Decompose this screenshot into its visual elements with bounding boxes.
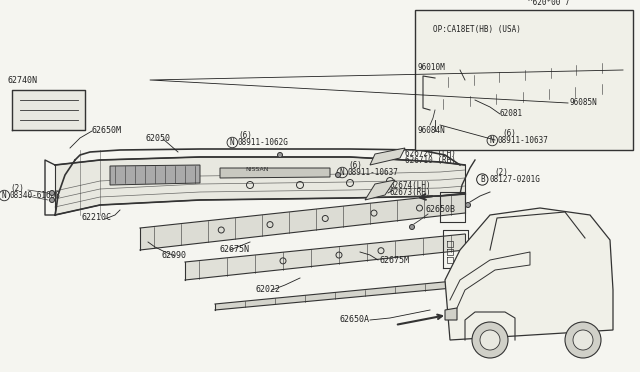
Text: 62675M: 62675M: [380, 256, 410, 265]
Text: 62210C: 62210C: [82, 213, 112, 222]
Text: (6): (6): [502, 129, 516, 138]
Text: (6): (6): [348, 161, 362, 170]
Text: 62090: 62090: [162, 251, 187, 260]
Circle shape: [618, 65, 623, 71]
Circle shape: [49, 190, 54, 196]
Polygon shape: [110, 165, 200, 185]
Circle shape: [278, 153, 282, 157]
Text: 62674(LH): 62674(LH): [390, 181, 431, 190]
Circle shape: [573, 330, 593, 350]
Circle shape: [49, 198, 54, 202]
Polygon shape: [370, 148, 405, 165]
Text: 62650M: 62650M: [92, 126, 122, 135]
Text: NISSAN: NISSAN: [245, 167, 269, 172]
Polygon shape: [55, 157, 465, 215]
Text: 08911-10637: 08911-10637: [498, 136, 549, 145]
Text: 62081: 62081: [500, 109, 523, 118]
Text: 626710 (RH): 626710 (RH): [405, 156, 456, 165]
Text: ^620*00 7: ^620*00 7: [529, 0, 570, 7]
Text: 96085N: 96085N: [570, 98, 598, 107]
Text: (2): (2): [10, 184, 24, 193]
Text: 62022: 62022: [255, 285, 280, 294]
Text: N: N: [340, 168, 344, 177]
Text: 626720 (LH): 626720 (LH): [405, 149, 456, 158]
Polygon shape: [365, 180, 395, 200]
Text: B: B: [480, 175, 484, 184]
Text: 08127-0201G: 08127-0201G: [490, 175, 541, 184]
Circle shape: [465, 202, 470, 208]
Polygon shape: [445, 208, 613, 340]
Circle shape: [488, 279, 493, 283]
Text: 62050: 62050: [145, 134, 170, 143]
Circle shape: [410, 224, 415, 230]
Text: OP:CA18ET(HB) (USA): OP:CA18ET(HB) (USA): [433, 25, 521, 34]
Text: 62675N: 62675N: [220, 245, 250, 254]
Circle shape: [335, 173, 340, 177]
Text: N: N: [490, 136, 495, 145]
Text: 62740N: 62740N: [8, 76, 38, 85]
Polygon shape: [430, 83, 615, 110]
FancyBboxPatch shape: [415, 10, 633, 150]
Circle shape: [472, 322, 508, 358]
Text: 62650B: 62650B: [425, 205, 455, 214]
Polygon shape: [215, 278, 485, 310]
Polygon shape: [140, 193, 465, 250]
Polygon shape: [445, 308, 457, 320]
Text: (2): (2): [494, 168, 508, 177]
Text: 62673(RH): 62673(RH): [390, 188, 431, 197]
Text: 08911-10637: 08911-10637: [348, 168, 399, 177]
Polygon shape: [220, 168, 330, 178]
Polygon shape: [185, 234, 465, 280]
Text: 96010M: 96010M: [417, 63, 445, 72]
Text: 62650A: 62650A: [340, 315, 370, 324]
Text: (6): (6): [238, 131, 252, 140]
Text: N: N: [230, 138, 235, 147]
Text: 08911-1062G: 08911-1062G: [238, 138, 289, 147]
Text: 08340-61608: 08340-61608: [10, 191, 61, 200]
Text: 96084N: 96084N: [417, 126, 445, 135]
Text: N: N: [2, 191, 6, 200]
Circle shape: [480, 330, 500, 350]
Polygon shape: [435, 62, 615, 88]
Circle shape: [565, 322, 601, 358]
Circle shape: [433, 93, 438, 97]
